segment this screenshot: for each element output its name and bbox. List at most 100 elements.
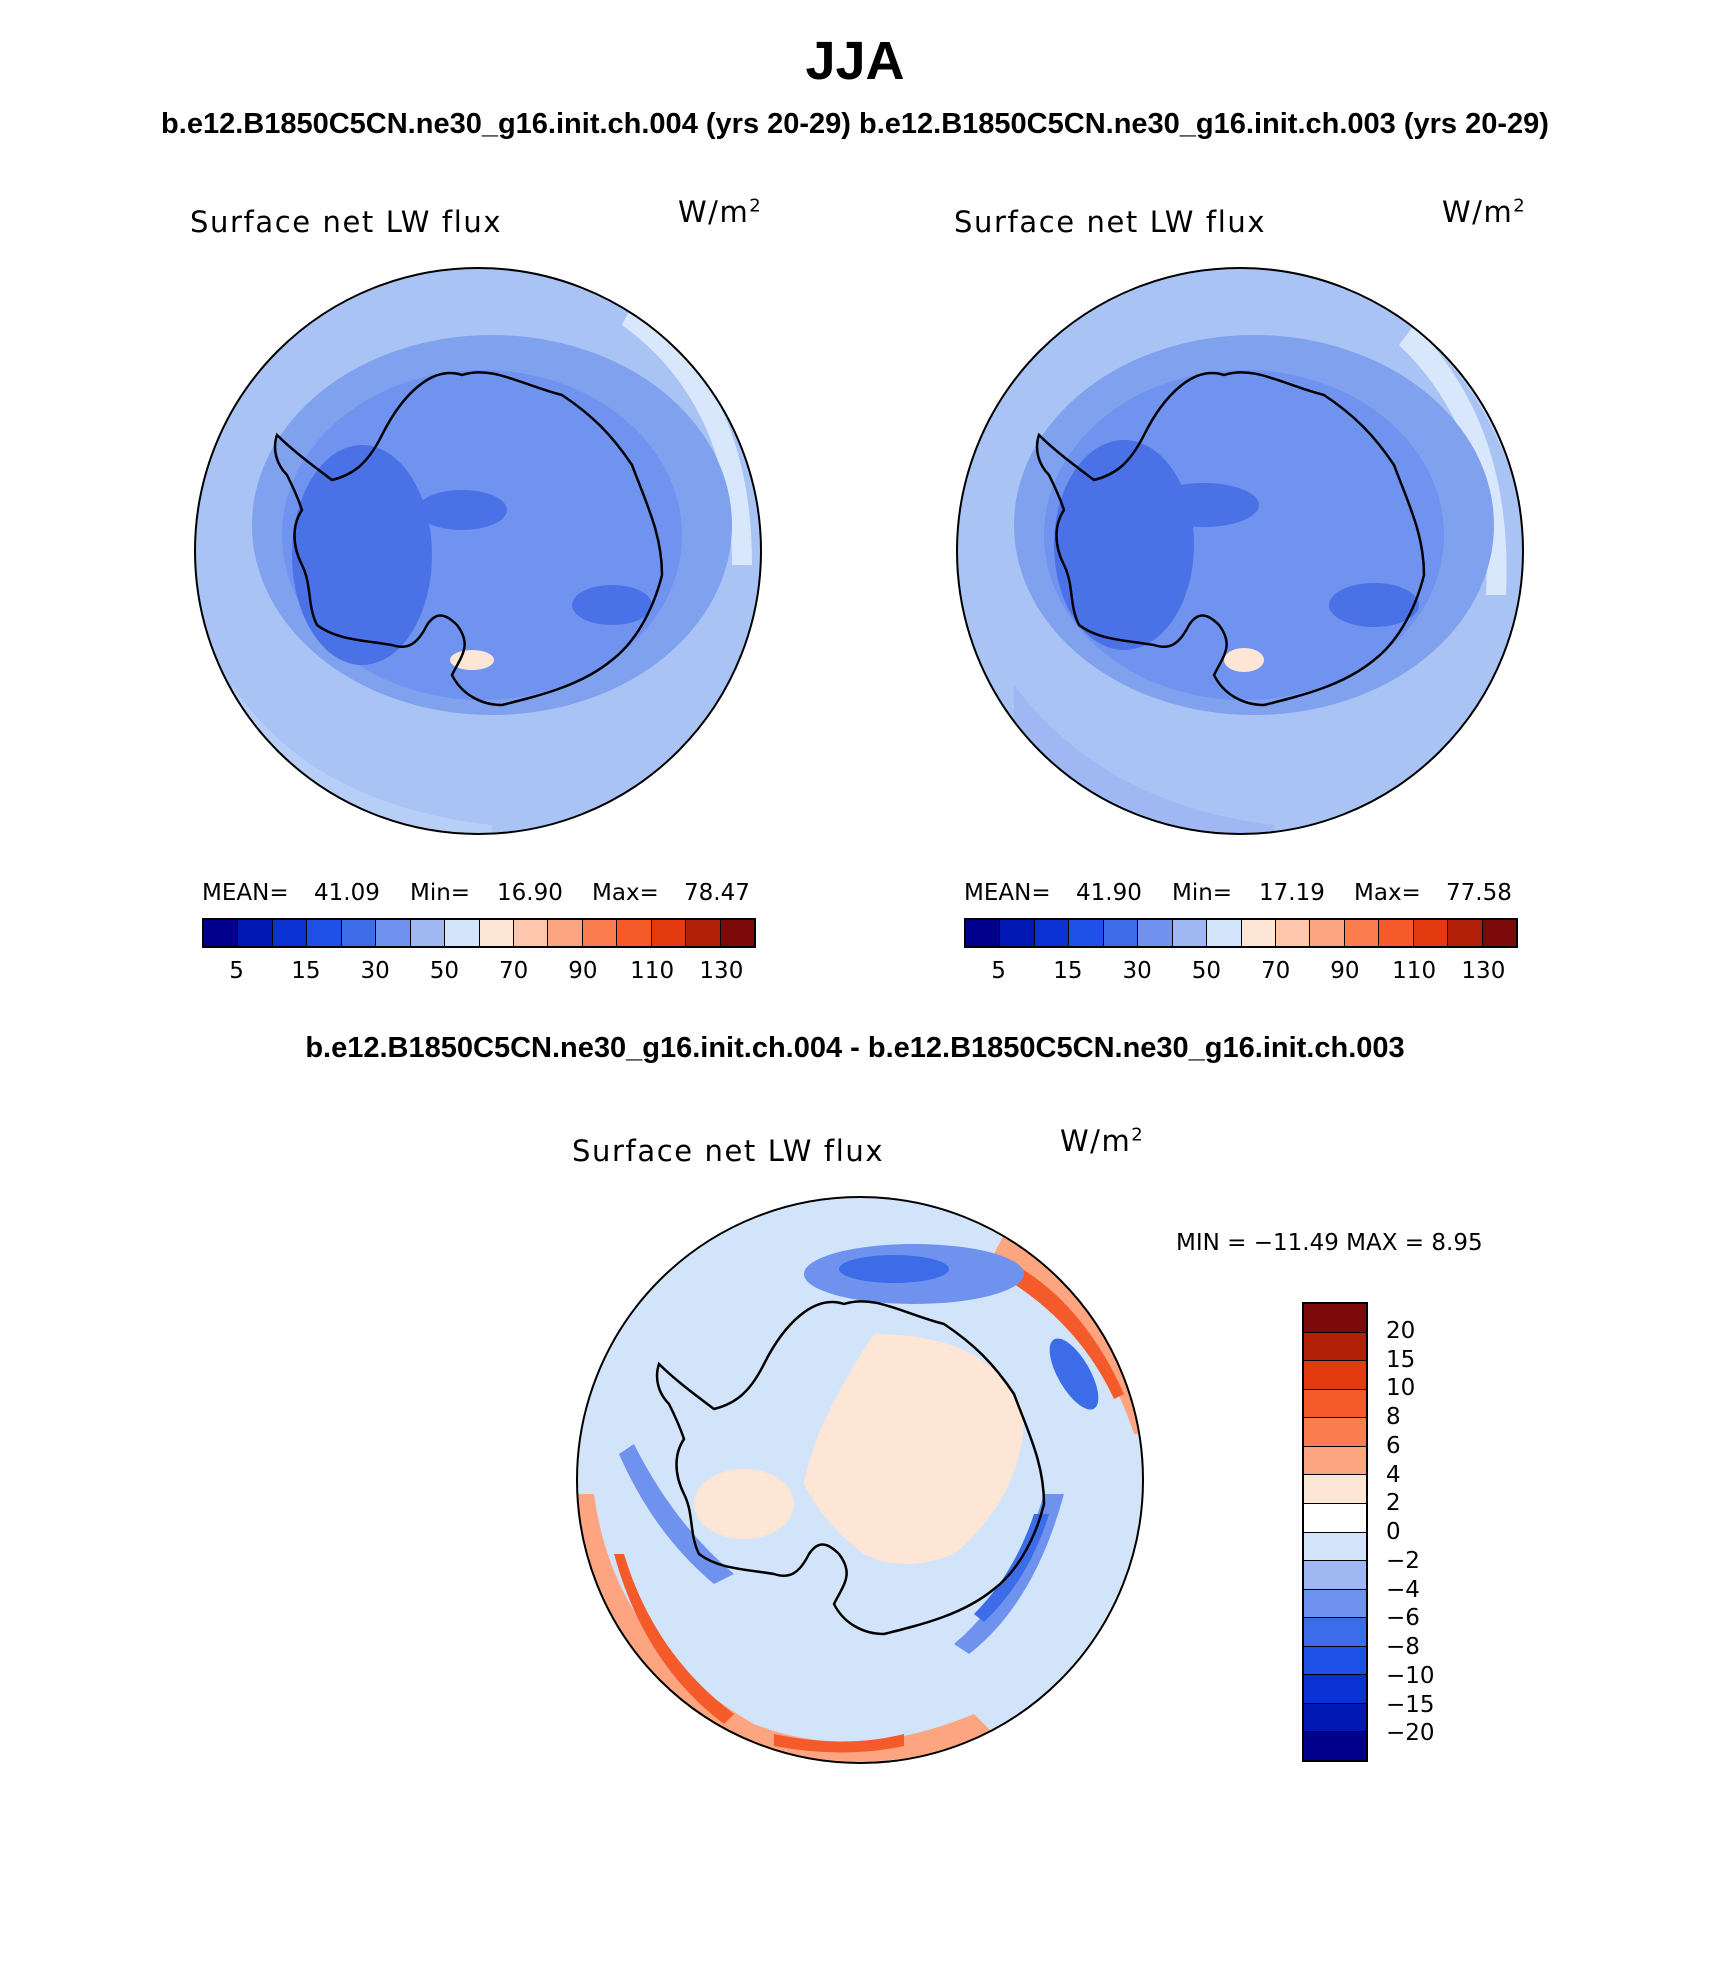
diff-header: b.e12.B1850C5CN.ne30_g16.init.ch.004 - b… <box>305 1032 1405 1064</box>
colorbar-swatch <box>1000 920 1035 946</box>
colorbar-label: 15 <box>1386 1346 1416 1373</box>
colorbar-swatch <box>1304 1418 1366 1447</box>
colorbar-label: 0 <box>1386 1519 1401 1545</box>
colorbar-swatch <box>1241 920 1276 946</box>
panel-1-colorbar-labels: 5 15 30 50 70 90 110 130 <box>202 958 756 988</box>
colorbar-swatch <box>1275 920 1311 946</box>
colorbar-label: 5 <box>991 958 1006 984</box>
colorbar-label: 70 <box>1260 958 1291 984</box>
panel-2-lighter-band <box>1399 325 1507 595</box>
colorbar-swatch <box>1379 920 1414 946</box>
colorbar-swatch <box>1448 920 1483 946</box>
colorbar-label: 15 <box>291 958 321 984</box>
panel-2-colorbar <box>964 918 1518 948</box>
colorbar-label: 50 <box>429 958 460 984</box>
colorbar-swatch <box>445 920 480 946</box>
diff-minmax: MIN = −11.49 MAX = 8.95 <box>1176 1230 1483 1256</box>
panel-2-antarctica-coastline <box>1035 371 1426 707</box>
colorbar-swatch <box>1304 1475 1366 1504</box>
diff-colorbar-labels: 20 15 10 8 6 4 2 0 −2 −4 −6 −8 −10 −15 −20 <box>1386 1302 1466 1762</box>
colorbar-swatch <box>1304 1646 1366 1676</box>
colorbar-swatch <box>720 920 754 946</box>
colorbar-swatch <box>1304 1703 1366 1733</box>
colorbar-swatch <box>204 920 239 946</box>
colorbar-label: 110 <box>1392 958 1437 984</box>
colorbar-swatch <box>1304 1561 1366 1590</box>
colorbar-swatch <box>1304 1532 1366 1562</box>
colorbar-swatch <box>341 920 377 946</box>
colorbar-label: 4 <box>1386 1461 1401 1488</box>
panel-2-map-boundary <box>956 267 1524 835</box>
colorbar-swatch <box>479 920 514 946</box>
panel-1-map <box>194 267 762 835</box>
colorbar-swatch <box>1304 1446 1366 1476</box>
diff-warm-core-sw <box>614 1554 734 1724</box>
colorbar-swatch <box>1304 1361 1366 1390</box>
diff-warm-core-ne <box>1006 1264 1124 1399</box>
panel-1-map-boundary <box>194 267 762 835</box>
panel-1-antarctica-coastline <box>273 371 664 707</box>
colorbar-swatch <box>307 920 342 946</box>
diff-cool-west <box>619 1444 734 1584</box>
colorbar-label: −10 <box>1386 1662 1435 1689</box>
colorbar-label: 110 <box>630 958 675 984</box>
diff-warm-core-s <box>774 1734 904 1753</box>
colorbar-swatch <box>1304 1389 1366 1419</box>
panel-2-units: W/m2 <box>1442 195 1527 229</box>
colorbar-label: 130 <box>699 958 744 984</box>
colorbar-label: 2 <box>1386 1490 1401 1517</box>
runs-header: b.e12.B1850C5CN.ne30_g16.init.ch.004 (yr… <box>161 108 1549 140</box>
colorbar-swatch <box>1304 1589 1366 1619</box>
diff-cool-north-core <box>839 1255 949 1283</box>
colorbar-swatch <box>686 920 721 946</box>
colorbar-label: −6 <box>1386 1605 1420 1632</box>
colorbar-swatch <box>1304 1675 1366 1704</box>
colorbar-swatch <box>1304 1332 1366 1362</box>
diff-units: W/m2 <box>1060 1124 1145 1158</box>
colorbar-swatch <box>1310 920 1345 946</box>
colorbar-swatch <box>238 920 273 946</box>
colorbar-swatch <box>966 920 1001 946</box>
colorbar-swatch <box>1069 920 1104 946</box>
panel-2-warm-patch <box>1224 648 1264 672</box>
colorbar-swatch <box>513 920 549 946</box>
colorbar-label: 30 <box>360 958 390 984</box>
colorbar-swatch <box>1172 920 1208 946</box>
colorbar-label: 10 <box>1386 1375 1416 1402</box>
panel-2-map <box>956 267 1524 835</box>
diff-warm-arc-sw <box>577 1494 994 1762</box>
colorbar-label: 30 <box>1122 958 1152 984</box>
panel-1-center-low <box>417 490 507 530</box>
diff-map-boundary <box>576 1196 1144 1764</box>
colorbar-swatch <box>410 920 446 946</box>
colorbar-swatch <box>1304 1732 1366 1760</box>
diff-colorbar <box>1302 1302 1368 1762</box>
diff-variable-title: Surface net LW flux <box>572 1134 885 1168</box>
panel-1-stats: MEAN= 41.09 Min= 16.90 Max= 78.47 <box>202 880 750 906</box>
colorbar-swatch <box>617 920 652 946</box>
colorbar-label: −20 <box>1386 1720 1435 1747</box>
panel-1-west-low <box>292 445 432 665</box>
colorbar-label: −8 <box>1386 1634 1420 1660</box>
diff-cool-ne-core <box>1049 1338 1099 1410</box>
colorbar-label: 50 <box>1191 958 1222 984</box>
panel-2-variable-title: Surface net LW flux <box>954 205 1267 239</box>
colorbar-swatch <box>1103 920 1139 946</box>
panel-1-units: W/m2 <box>678 195 763 229</box>
diff-map <box>576 1196 1144 1764</box>
colorbar-swatch <box>1304 1304 1366 1333</box>
colorbar-swatch <box>272 920 308 946</box>
panel-2-center-low <box>1149 483 1259 527</box>
colorbar-label: −15 <box>1386 1691 1435 1718</box>
colorbar-swatch <box>1413 920 1449 946</box>
colorbar-swatch <box>1482 920 1516 946</box>
colorbar-label: 6 <box>1386 1432 1401 1459</box>
colorbar-swatch <box>548 920 583 946</box>
diff-antarctica-coastline <box>655 1300 1046 1636</box>
diff-warm-west-interior <box>694 1469 794 1539</box>
colorbar-label: −2 <box>1386 1547 1420 1574</box>
panel-1-colorbar <box>202 918 756 948</box>
colorbar-label: 5 <box>229 958 244 984</box>
colorbar-swatch <box>1304 1618 1366 1647</box>
colorbar-label: −4 <box>1386 1576 1420 1603</box>
